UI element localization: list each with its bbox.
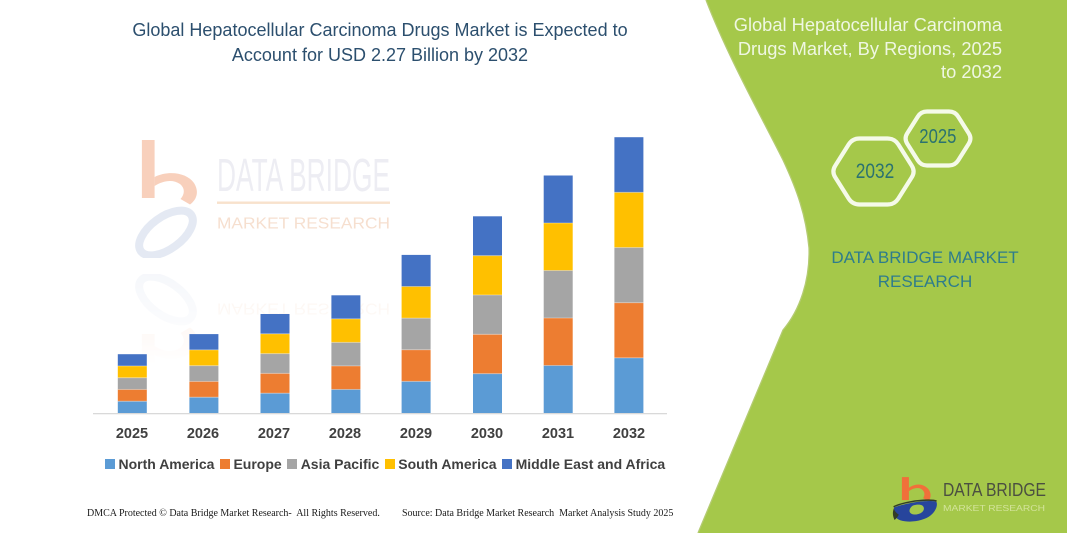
svg-text:MARKET RESEARCH: MARKET RESEARCH (943, 503, 1045, 513)
svg-text:DATA BRIDGE: DATA BRIDGE (217, 149, 390, 201)
svg-text:2032: 2032 (856, 159, 895, 183)
svg-text:DATA BRIDGE: DATA BRIDGE (943, 480, 1046, 500)
svg-text:MARKET RESEARCH: MARKET RESEARCH (217, 216, 390, 233)
svg-text:2025: 2025 (919, 126, 956, 148)
